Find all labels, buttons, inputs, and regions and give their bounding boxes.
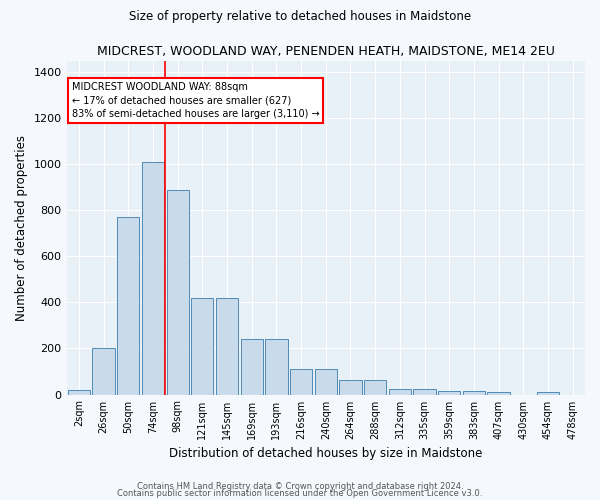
Text: Contains public sector information licensed under the Open Government Licence v3: Contains public sector information licen… (118, 489, 482, 498)
Bar (463, 391, 485, 394)
Bar (117, 217, 139, 394)
Bar (438, 391, 460, 394)
Text: Size of property relative to detached houses in Maidstone: Size of property relative to detached ho… (129, 10, 471, 23)
Bar (364, 380, 386, 394)
Bar (191, 298, 214, 394)
Bar (340, 380, 362, 394)
Bar (265, 340, 287, 394)
Bar (413, 389, 436, 394)
Bar (241, 340, 263, 394)
Bar (92, 348, 115, 395)
Title: MIDCREST, WOODLAND WAY, PENENDEN HEATH, MAIDSTONE, ME14 2EU: MIDCREST, WOODLAND WAY, PENENDEN HEATH, … (97, 45, 555, 58)
Bar (216, 298, 238, 394)
Bar (389, 389, 411, 394)
Bar (290, 369, 312, 394)
Bar (68, 390, 90, 394)
Bar (487, 392, 510, 394)
Bar (537, 392, 559, 394)
Bar (142, 162, 164, 394)
Bar (167, 190, 189, 394)
Text: Contains HM Land Registry data © Crown copyright and database right 2024.: Contains HM Land Registry data © Crown c… (137, 482, 463, 491)
Bar (314, 369, 337, 394)
Y-axis label: Number of detached properties: Number of detached properties (15, 134, 28, 320)
Text: MIDCREST WOODLAND WAY: 88sqm
← 17% of detached houses are smaller (627)
83% of s: MIDCREST WOODLAND WAY: 88sqm ← 17% of de… (72, 82, 319, 118)
X-axis label: Distribution of detached houses by size in Maidstone: Distribution of detached houses by size … (169, 447, 482, 460)
